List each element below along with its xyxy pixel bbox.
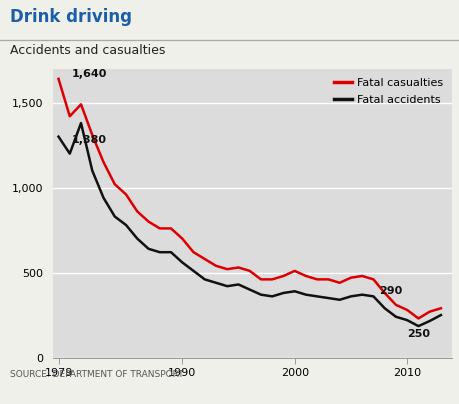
Text: Drink driving: Drink driving: [10, 8, 132, 25]
Text: 290: 290: [378, 286, 402, 297]
Text: 1,380: 1,380: [72, 135, 107, 145]
Text: 1,640: 1,640: [72, 69, 107, 79]
Text: Accidents and casualties: Accidents and casualties: [10, 44, 165, 57]
Text: SOURCE: DEPARTMENT OF TRANSPORT: SOURCE: DEPARTMENT OF TRANSPORT: [10, 370, 183, 379]
Text: 250: 250: [406, 329, 429, 339]
Legend: Fatal casualties, Fatal accidents: Fatal casualties, Fatal accidents: [330, 74, 446, 109]
